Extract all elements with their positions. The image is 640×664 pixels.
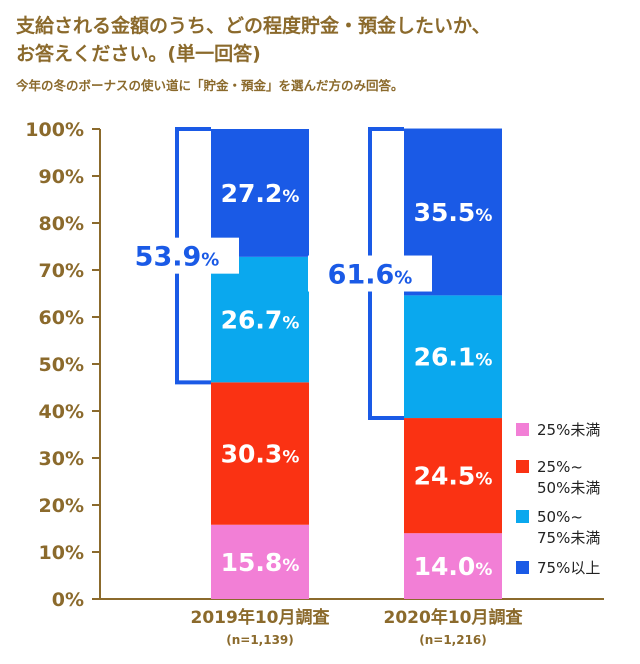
bracket-label-bg: [115, 237, 239, 274]
bracket-total-label: 61.6%: [328, 260, 413, 291]
chart-subtitle: 今年の冬のボーナスの使い道に「貯金・預金」を選んだ方のみ回答。: [16, 78, 404, 93]
legend-swatch: [516, 423, 529, 436]
data-label: 26.7%: [221, 306, 300, 335]
bar-segment: [404, 295, 502, 419]
bar-segment: [211, 382, 309, 525]
y-tick-label: 0%: [52, 589, 84, 611]
data-label: 35.5%: [414, 198, 493, 227]
y-tick-label: 60%: [39, 307, 84, 329]
legend-label: 75%以上: [537, 559, 600, 577]
chart-title: 支給される金額のうち、どの程度貯金・預金したいか、 お答えください。(単一回答): [16, 12, 616, 68]
x-category-label: 2020年10月調査: [384, 607, 524, 628]
y-tick-label: 20%: [39, 495, 84, 517]
y-tick-label: 50%: [39, 354, 84, 376]
data-label: 26.1%: [414, 343, 493, 372]
legend-label: 50%~: [537, 508, 583, 526]
bar-segment: [211, 129, 309, 257]
y-tick-label: 10%: [39, 542, 84, 564]
bar-segment: [404, 418, 502, 534]
y-tick-label: 40%: [39, 401, 84, 423]
y-tick-label: 80%: [39, 213, 84, 235]
bracket-label-bg: [308, 255, 432, 292]
bar-segment: [404, 533, 502, 599]
bar-segment: [211, 524, 309, 599]
legend-label: 50%未満: [537, 479, 600, 497]
title-line-2: お答えください。(単一回答): [16, 43, 261, 65]
y-tick-label: 100%: [25, 119, 84, 141]
x-sample-size-label: (n=1,216): [419, 633, 487, 647]
y-tick-label: 90%: [39, 166, 84, 188]
data-label: 14.0%: [414, 552, 493, 581]
legend-label: 75%未満: [537, 529, 600, 547]
x-category-label: 2019年10月調査: [191, 607, 331, 628]
x-sample-size-label: (n=1,139): [226, 633, 294, 647]
legend-swatch: [516, 460, 529, 473]
data-label: 30.3%: [221, 440, 300, 469]
y-tick-label: 70%: [39, 260, 84, 282]
data-label: 15.8%: [221, 548, 300, 577]
legend-swatch: [516, 510, 529, 523]
bracket-total-label: 53.9%: [135, 242, 220, 273]
legend-label: 25%未満: [537, 421, 600, 439]
bar-segment: [211, 256, 309, 383]
legend-label: 25%~: [537, 458, 583, 476]
data-label: 27.2%: [221, 179, 300, 208]
legend-swatch: [516, 561, 529, 574]
data-label: 24.5%: [414, 462, 493, 491]
y-tick-label: 30%: [39, 448, 84, 470]
title-line-1: 支給される金額のうち、どの程度貯金・預金したいか、: [16, 15, 491, 37]
